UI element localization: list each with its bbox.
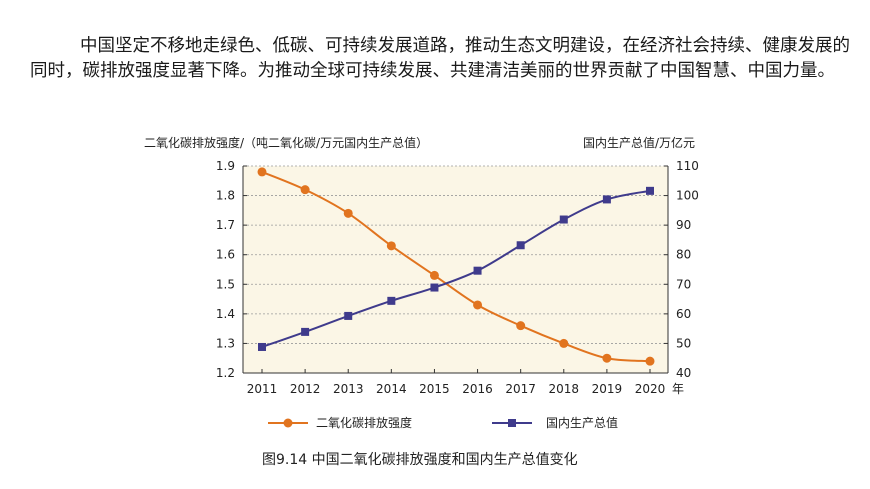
x-tick-label-6: 2017: [505, 382, 536, 396]
right-tick-label-3: 70: [676, 277, 691, 291]
series-2-point-2014: [387, 296, 396, 305]
series-2-point-2016: [473, 266, 482, 275]
right-tick-label-7: 110: [676, 159, 699, 173]
left-tick-label-7: 1.9: [216, 159, 235, 173]
right-tick-label-0: 40: [676, 366, 691, 380]
series-1-point-2013: [343, 208, 353, 218]
legend-label-1: 二氧化碳排放强度: [316, 415, 412, 430]
series-1-point-2018: [559, 338, 569, 348]
right-tick-label-5: 90: [676, 218, 691, 232]
right-tick-label-1: 50: [676, 336, 691, 350]
left-tick-label-2: 1.4: [216, 307, 235, 321]
figure-caption: 图9.14 中国二氧化碳排放强度和国内生产总值变化: [262, 452, 578, 468]
series-line-1: [261, 170, 651, 363]
series-2-point-2013: [344, 311, 353, 320]
right-tick-label-2: 60: [676, 307, 691, 321]
left-tick-label-0: 1.2: [216, 366, 235, 380]
right-tick-label-6: 100: [676, 189, 699, 203]
series-2-point-2020: [646, 186, 654, 195]
x-tick-label-7: 2018: [549, 382, 580, 396]
x-tick-label-4: 2015: [419, 382, 450, 396]
series-2-point-2012: [301, 327, 310, 336]
series-1-point-2016: [473, 300, 483, 310]
series-2-point-2015: [430, 283, 439, 292]
series-1-point-2019: [602, 353, 612, 363]
left-tick-label-1: 1.3: [216, 336, 235, 350]
legend-marker-2: [508, 419, 516, 427]
x-tick-label-3: 2014: [376, 382, 407, 396]
series-1-point-2017: [516, 321, 526, 331]
series-2-point-2017: [516, 241, 525, 250]
plot-area: [243, 166, 668, 373]
right-axis-label: 国内生产总值/万亿元: [583, 136, 696, 150]
left-tick-label-3: 1.5: [216, 277, 235, 291]
series-2-point-2011: [258, 342, 266, 351]
left-tick-label-6: 1.8: [216, 189, 235, 203]
legend-marker-1: [283, 418, 293, 428]
intro-paragraph: 中国坚定不移地走绿色、低碳、可持续发展道路，推动生态文明建设，在经济社会持续、健…: [30, 36, 850, 81]
series-1-point-2020: [645, 356, 655, 366]
x-tick-label-9: 2020: [635, 382, 666, 396]
x-axis-unit: 年: [672, 382, 684, 396]
series-1-point-2012: [300, 185, 310, 195]
left-tick-label-5: 1.7: [216, 218, 235, 232]
series-1-point-2015: [429, 270, 439, 280]
x-tick-label-5: 2016: [462, 382, 493, 396]
series-1-point-2011: [257, 167, 267, 177]
series-2-point-2018: [559, 215, 568, 224]
x-tick-label-2: 2013: [333, 382, 364, 396]
series-line-2: [261, 189, 651, 348]
x-tick-label-8: 2019: [592, 382, 623, 396]
left-tick-label-4: 1.6: [216, 248, 235, 262]
series-1-point-2014: [386, 241, 396, 251]
series-2-point-2019: [602, 195, 611, 204]
legend-label-2: 国内生产总值: [546, 415, 618, 430]
left-axis-label: 二氧化碳排放强度/（吨二氧化碳/万元国内生产总值）: [144, 136, 429, 150]
x-tick-label-1: 2012: [290, 382, 321, 396]
x-tick-label-0: 2011: [247, 382, 278, 396]
right-tick-label-4: 80: [676, 248, 691, 262]
